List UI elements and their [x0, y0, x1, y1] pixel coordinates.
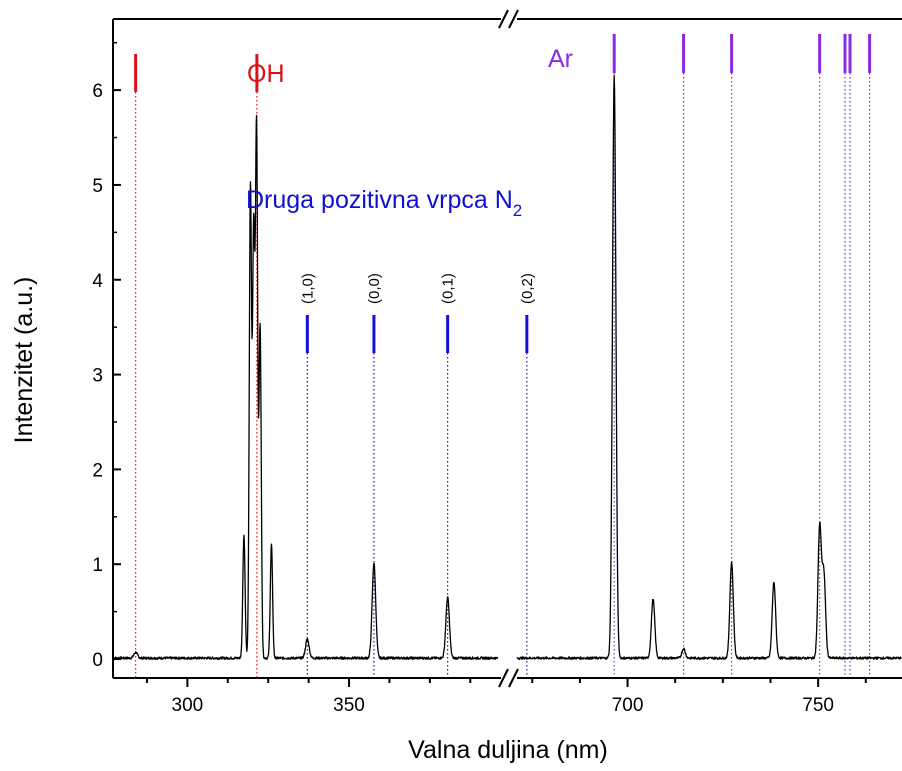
x-tick-label-300: 300 — [172, 695, 204, 716]
y-tick-label-3: 3 — [92, 366, 103, 387]
y-tick-label-4: 4 — [92, 271, 103, 292]
n2-band-title-subscript: 2 — [513, 201, 522, 220]
axis-break-bottom-a — [498, 668, 509, 688]
axis-break-top-b — [508, 9, 519, 29]
x-axis-title: Valna duljina (nm) — [408, 736, 608, 764]
y-tick-label-1: 1 — [92, 555, 103, 576]
n2-band-label-3: (0,1) — [440, 273, 457, 304]
n2-band-title: Druga pozitivna vrpca N2 — [246, 186, 522, 220]
ar-label: Ar — [548, 45, 573, 73]
x-tick-label-350: 350 — [333, 695, 365, 716]
axis-break-bottom-b — [508, 668, 519, 688]
n2-band-label-4: (0,2) — [519, 273, 536, 304]
annotation-markers: (1,0) (0,0) (0,1) (0,2) — [134, 34, 872, 678]
y-tick-label-6: 6 — [92, 81, 103, 102]
axes: 0 1 2 3 4 5 6 300 350 700 750 — [92, 9, 902, 716]
n2-band-label-2: (0,0) — [366, 273, 383, 304]
y-tick-label-0: 0 — [92, 650, 103, 671]
y-axis-title: Intenzitet (a.u.) — [10, 277, 38, 444]
spectrum-line-segment-1 — [112, 114, 499, 660]
y-tick-label-5: 5 — [92, 176, 103, 197]
axis-break-top-a — [498, 9, 509, 29]
y-tick-label-2: 2 — [92, 460, 103, 481]
n2-band-title-text: Druga pozitivna vrpca N — [246, 186, 513, 214]
spectrum-line-segment-2 — [516, 74, 902, 660]
x-tick-label-700: 700 — [612, 695, 644, 716]
n2-band-label-1: (1,0) — [299, 273, 316, 304]
x-tick-label-750: 750 — [802, 695, 834, 716]
oh-label: OH — [247, 60, 285, 88]
spectrum-series — [112, 74, 902, 660]
